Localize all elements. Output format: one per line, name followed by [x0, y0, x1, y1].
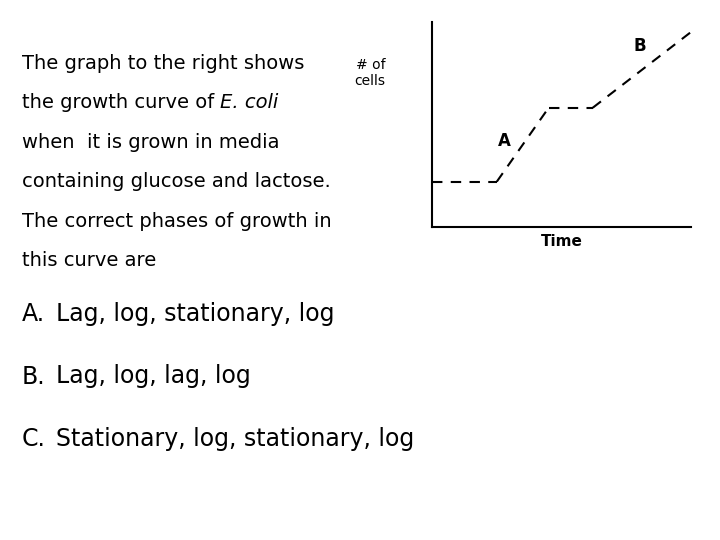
Text: The correct phases of growth in: The correct phases of growth in	[22, 212, 331, 231]
Text: Lag, log, stationary, log: Lag, log, stationary, log	[56, 302, 335, 326]
Text: C.: C.	[22, 427, 45, 450]
Text: E. coli: E. coli	[220, 93, 279, 112]
Text: A.: A.	[22, 302, 45, 326]
Text: B.: B.	[22, 364, 45, 388]
Text: The graph to the right shows: The graph to the right shows	[22, 54, 304, 73]
Text: this curve are: this curve are	[22, 251, 156, 270]
Text: A: A	[498, 132, 511, 150]
Text: the growth curve of: the growth curve of	[22, 93, 220, 112]
Y-axis label: # of
cells: # of cells	[354, 58, 385, 88]
Text: containing glucose and lactose.: containing glucose and lactose.	[22, 172, 330, 191]
Text: when  it is grown in media: when it is grown in media	[22, 133, 279, 152]
Text: Stationary, log, stationary, log: Stationary, log, stationary, log	[56, 427, 415, 450]
Text: B: B	[633, 37, 646, 55]
Text: Lag, log, lag, log: Lag, log, lag, log	[56, 364, 251, 388]
X-axis label: Time: Time	[541, 234, 582, 249]
